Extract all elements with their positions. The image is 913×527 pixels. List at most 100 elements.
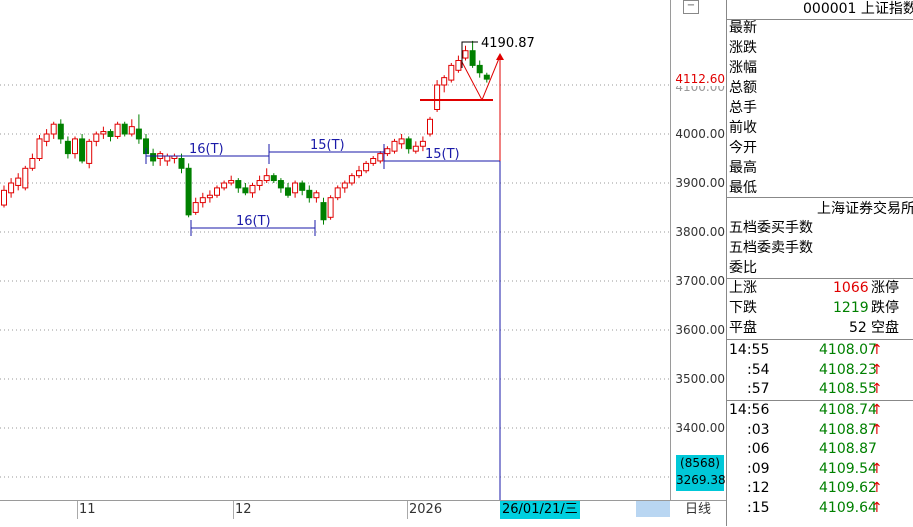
tick-price: 4108.74 [819, 402, 877, 418]
tick-price: 4108.23 [819, 361, 877, 378]
candle-body [206, 194, 213, 199]
row-flat: 平盘 52 空盘 [729, 318, 912, 338]
up-count: 1066 [833, 280, 869, 296]
field-ask-vol: 五档委卖手数 [729, 240, 813, 256]
cursor-value-box: (8568) 3269.38 [676, 455, 726, 491]
tick-price: 4108.55 [819, 381, 877, 397]
candle-body [214, 187, 220, 196]
candle-body [15, 177, 22, 186]
candle-body [64, 140, 71, 155]
tab-period[interactable]: 日线 [684, 502, 711, 517]
field-low: 最低 [729, 180, 757, 196]
tab-blank[interactable] [636, 501, 670, 517]
candle-body [356, 170, 362, 177]
trade-tick-row: :12 4109.62 ↑ [729, 478, 912, 498]
candle-body [419, 140, 426, 147]
trade-tick-row: :15 4109.64 ↑ [729, 498, 912, 518]
divider [727, 278, 913, 279]
candle-body [391, 140, 398, 152]
candle-body [185, 167, 192, 216]
up-arrow-icon: ↑ [871, 421, 883, 438]
candle-body [249, 184, 256, 194]
candle-body [235, 180, 242, 189]
kline-chart[interactable]: 16(T) 15(T) 16(T) 15(T) 4190.87 [0, 0, 670, 500]
candle-body [79, 138, 86, 162]
flat-count: 52 [849, 320, 867, 336]
date-tick [407, 501, 408, 519]
candle-body [228, 180, 235, 184]
minimize-icon[interactable]: − [683, 0, 699, 14]
up-label: 上涨 [729, 280, 757, 296]
span-label: 15(T) [425, 147, 460, 162]
candle-body [221, 182, 228, 189]
cursor-count: (8568) [680, 456, 720, 470]
tick-time: :03 [747, 421, 770, 438]
high-leader [461, 41, 478, 68]
date-tick [77, 501, 78, 519]
candle-body [292, 182, 299, 194]
tick-time: :12 [747, 480, 770, 496]
candle-body [86, 140, 93, 164]
tick-price: 4108.87 [819, 421, 877, 438]
trade-tick-row: :57 4108.55 ↑ [729, 379, 912, 399]
candle-body [285, 187, 291, 196]
candle-body [256, 180, 263, 186]
down-label: 下跌 [729, 300, 757, 316]
span-label: 16(T) [236, 214, 271, 229]
date-label: 2026 [409, 502, 443, 517]
up-arrow-icon: ↑ [871, 499, 883, 516]
candle-body [263, 175, 270, 182]
axis-tick: 3700.00 [675, 274, 725, 288]
tick-price: 4108.87 [819, 441, 877, 457]
divider [727, 19, 913, 20]
candle-body [427, 118, 433, 135]
trade-tick-row: :03 4108.87 ↑ [729, 420, 912, 440]
field-amount: 总额 [729, 80, 757, 96]
projection-line [461, 55, 501, 102]
date-label: 12 [235, 502, 252, 517]
candle-body [455, 60, 462, 71]
date-label: 11 [79, 502, 96, 517]
field-change: 涨跌 [729, 40, 757, 56]
quote-panel: 000001 上证指数 最新 涨跌 涨幅 总额 总手 前收 今开 最高 最低 上… [726, 0, 913, 526]
kline-svg: 16(T) 15(T) 16(T) 15(T) 4190.87 [0, 36, 670, 500]
up-arrow-icon: ↑ [871, 460, 883, 477]
axis-tick: 4000.00 [675, 127, 725, 141]
field-pct: 涨幅 [729, 60, 757, 76]
candle-body [434, 84, 441, 110]
arrow-head [496, 53, 504, 60]
candle-body [483, 74, 490, 80]
date-tick [233, 501, 234, 519]
candle-body [8, 182, 15, 194]
up-arrow-icon: ↑ [871, 381, 883, 397]
trade-tick-row: :06 4108.87 [729, 439, 912, 459]
candle-body [334, 187, 341, 199]
candle-body [121, 123, 128, 135]
candle-body [192, 202, 199, 213]
axis-tick: 3400.00 [675, 421, 725, 435]
stock-title: 000001 上证指数 [803, 1, 913, 17]
divider [727, 400, 913, 401]
candle-body [313, 192, 320, 199]
candle-body [384, 148, 391, 155]
tick-time: :09 [747, 460, 770, 477]
candle-body [348, 175, 355, 184]
candle-body [242, 187, 249, 194]
tick-time: 14:56 [729, 402, 770, 418]
candle-body [100, 131, 107, 135]
candle-body [93, 133, 100, 142]
candle-body [370, 158, 377, 164]
axis-tick: 3900.00 [675, 176, 725, 190]
cursor-date: 26/01/21/三 [500, 501, 580, 519]
field-volume: 总手 [729, 100, 757, 116]
row-down: 下跌 1219 跌停 [729, 298, 912, 318]
candle-body [448, 64, 455, 81]
candle-body [299, 182, 306, 191]
high-label: 4190.87 [481, 36, 535, 51]
flat-stop: 空盘 [871, 320, 899, 336]
field-ratio: 委比 [729, 260, 757, 276]
candle-body [327, 197, 334, 218]
candle-body [107, 131, 114, 137]
up-arrow-icon: ↑ [871, 402, 883, 418]
candle-body [341, 182, 348, 189]
